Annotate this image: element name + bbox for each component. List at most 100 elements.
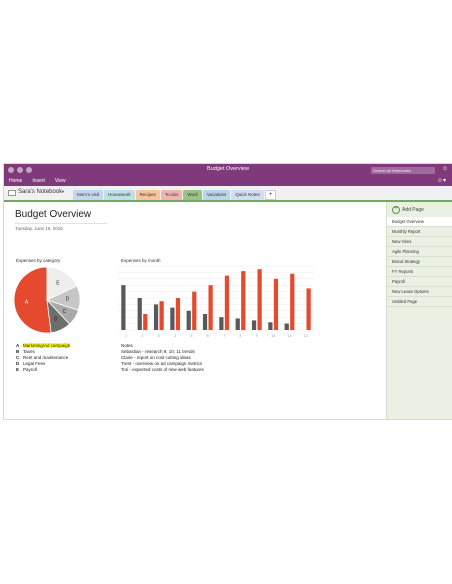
pie-slice-a[interactable]: [13, 266, 52, 334]
bar-series2-9[interactable]: [257, 269, 262, 330]
chevron-down-icon[interactable]: ▼: [61, 189, 65, 194]
page-title[interactable]: Budget Overview: [15, 209, 92, 220]
bar-series2-7[interactable]: [224, 275, 230, 330]
legend-label: Taxes: [23, 349, 35, 354]
x-tick-label: 3: [158, 334, 160, 338]
legend-label: Payroll: [23, 367, 37, 372]
menu-home[interactable]: Home: [9, 178, 23, 184]
legend-key: E: [16, 367, 20, 372]
bar-chart[interactable]: 1 2 3 4 5 6 7 8 9 10 11 12: [110, 264, 318, 340]
legend-key: C: [16, 355, 20, 360]
bar-chart-label: Expenses by month: [121, 258, 161, 263]
bar-series2-2[interactable]: [143, 314, 148, 330]
x-tick-label: 10: [271, 334, 275, 338]
note-line: Claire - report on cost cutting ideas: [121, 355, 191, 360]
page-item-brand-strategy[interactable]: Brand Strategy: [387, 257, 452, 267]
close-window-icon[interactable]: [8, 167, 14, 173]
x-tick-label: 11: [288, 334, 292, 338]
window-title: Budget Overview: [207, 166, 249, 172]
x-tick-label: 8: [240, 334, 242, 338]
add-section-button[interactable]: +: [264, 190, 277, 200]
bar-series1-10[interactable]: [268, 322, 273, 330]
notes-heading: Notes: [121, 343, 133, 348]
plus-icon: +: [392, 206, 400, 214]
x-tick-label: 6: [207, 334, 209, 338]
menu-view[interactable]: View: [54, 178, 66, 184]
page-item-agile-planning[interactable]: Agile Planning: [387, 247, 452, 257]
smiley-icon[interactable]: ☺▾: [436, 178, 446, 184]
bar-series2-5[interactable]: [192, 291, 197, 330]
pie-slice-label-d: D: [66, 297, 70, 303]
page-list: Budget Overview Monthly Report New Hires Ag…: [387, 217, 452, 307]
tab-quick-notes[interactable]: Quick Notes: [231, 190, 264, 200]
bar-series1-9[interactable]: [251, 320, 257, 330]
bar-series1-4[interactable]: [170, 307, 175, 330]
section-tabs: Mom's visit Housework Recipes To-dos Work Vac…: [73, 190, 277, 200]
note-line: Trent - overview on ad campaign metrics: [121, 361, 203, 366]
ribbon-menu-items: Home Insert View: [9, 178, 66, 184]
page-item-new-lease-options[interactable]: New Lease Options: [387, 287, 452, 297]
legend-key: B: [16, 349, 20, 354]
pie-chart-label: Expenses by category: [16, 258, 61, 263]
bar-series1-7[interactable]: [219, 317, 224, 330]
bar-series1-8[interactable]: [235, 318, 240, 330]
page-item-new-hires[interactable]: New Hires: [387, 237, 452, 247]
ribbon-menu: Home Insert View ☺▾: [4, 177, 452, 186]
page-item-untitled-page[interactable]: Untitled Page: [387, 297, 452, 307]
bar-series1-5[interactable]: [186, 310, 191, 330]
add-page-button[interactable]: + Add Page: [392, 206, 424, 214]
window-controls: [8, 167, 32, 173]
notes-block[interactable]: Notes Sebastian - research 9, 10, 11 tren…: [121, 343, 204, 373]
tab-mom-s-visit[interactable]: Mom's visit: [73, 190, 104, 200]
page-item-budget-overview[interactable]: Budget Overview: [387, 217, 452, 227]
minimize-window-icon[interactable]: [17, 167, 23, 173]
x-tick-label: 12: [304, 334, 308, 338]
page-item-fy-reports[interactable]: FY Reports: [387, 267, 452, 277]
legend-key: D: [16, 361, 20, 366]
bar-series2-11[interactable]: [290, 273, 295, 330]
menu-insert[interactable]: Insert: [32, 178, 45, 184]
tab-vacations[interactable]: Vacations: [202, 190, 231, 200]
tab-housework[interactable]: Housework: [104, 190, 135, 200]
page-canvas[interactable]: Budget Overview Tuesday, June 16, 2015 E…: [4, 202, 386, 419]
search-input[interactable]: Search all Notebooks: [371, 167, 435, 174]
bar-series1-11[interactable]: [284, 323, 289, 330]
pages-pane: + Add Page Budget Overview Monthly Report…: [386, 202, 452, 419]
pie-slice-label-e: E: [56, 281, 60, 287]
bar-series2-8[interactable]: [241, 271, 246, 330]
person-icon[interactable]: ☺: [441, 166, 448, 172]
bar-series1-2[interactable]: [137, 298, 142, 330]
pie-slice-e[interactable]: [46, 266, 78, 301]
page-item-monthly-report[interactable]: Monthly Report: [387, 227, 452, 237]
bar-series2-3[interactable]: [159, 301, 164, 330]
tab-recipes[interactable]: Recipes: [135, 190, 160, 200]
pie-slice-label-a: A: [25, 299, 29, 305]
title-bar: Budget Overview Search all Notebooks ☺: [4, 164, 452, 177]
tab-to-dos[interactable]: To-dos: [160, 190, 183, 200]
legend-key: A: [16, 343, 20, 348]
x-tick-label: 7: [223, 334, 225, 338]
pie-slice-label-b: B: [54, 317, 58, 323]
pie-chart[interactable]: A BCD E: [12, 265, 82, 335]
legend-label: Legal Fees: [23, 361, 46, 366]
notebook-name[interactable]: Sara's Notebook: [18, 189, 63, 195]
section-tabs-bar: Sara's Notebook ▼ Mom's visit Housework Re…: [4, 186, 452, 202]
legend-item: E Payroll: [16, 367, 70, 373]
bar-series2-10[interactable]: [273, 278, 279, 330]
title-divider: [15, 223, 107, 224]
pie-slice-label-c: C: [62, 309, 66, 315]
x-tick-label: 1: [125, 334, 127, 338]
legend-label: Marketing/Ad campaign: [23, 343, 71, 348]
bar-series2-4[interactable]: [175, 298, 181, 330]
onenote-window: Budget Overview Search all Notebooks ☺ H…: [3, 163, 452, 420]
note-line: Sebastian - research 9, 10, 11 trends: [121, 349, 195, 354]
bar-series1-6[interactable]: [202, 314, 208, 330]
zoom-window-icon[interactable]: [26, 167, 32, 173]
bar-series2-6[interactable]: [208, 285, 213, 330]
tab-work[interactable]: Work: [183, 190, 202, 200]
notebook-icon[interactable]: [8, 190, 16, 196]
bar-series1-1[interactable]: [121, 285, 126, 330]
bar-series2-12[interactable]: [306, 288, 311, 330]
bar-series1-3[interactable]: [153, 304, 159, 330]
page-item-payroll[interactable]: Payroll: [387, 277, 452, 287]
